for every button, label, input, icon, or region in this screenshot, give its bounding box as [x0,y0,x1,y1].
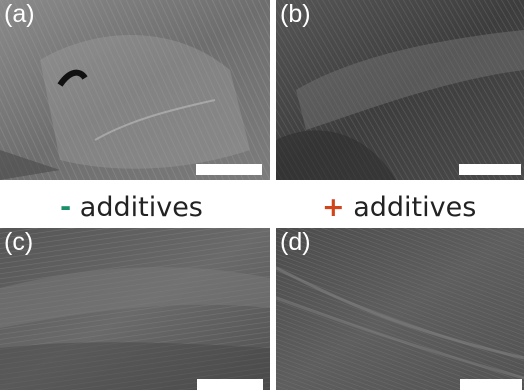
minus-sign: - [60,192,72,223]
sem-panel-a: (a) [0,0,270,180]
sem-panel-b: (b) [276,0,524,180]
plus-additives-text: additives [344,192,477,223]
plus-sign: + [322,192,345,223]
scale-bar-b [459,164,521,175]
caption-plus-additives: + additives [322,194,476,221]
minus-additives-text: additives [71,192,203,223]
sem-panel-c: (c) [0,228,270,390]
caption-minus-additives: - additives [60,194,203,221]
sem-image-c [0,228,270,390]
sem-panel-d: (d) [276,228,524,390]
scale-bar-a [196,164,262,175]
sem-image-b [276,0,524,180]
scale-bar-c [197,379,263,390]
sem-image-d [276,228,524,390]
panel-label-c: (c) [4,228,34,256]
panel-label-d: (d) [280,228,311,256]
panel-label-a: (a) [4,0,35,28]
sem-image-a [0,0,270,180]
scale-bar-d [460,379,522,390]
panel-label-b: (b) [280,0,311,28]
